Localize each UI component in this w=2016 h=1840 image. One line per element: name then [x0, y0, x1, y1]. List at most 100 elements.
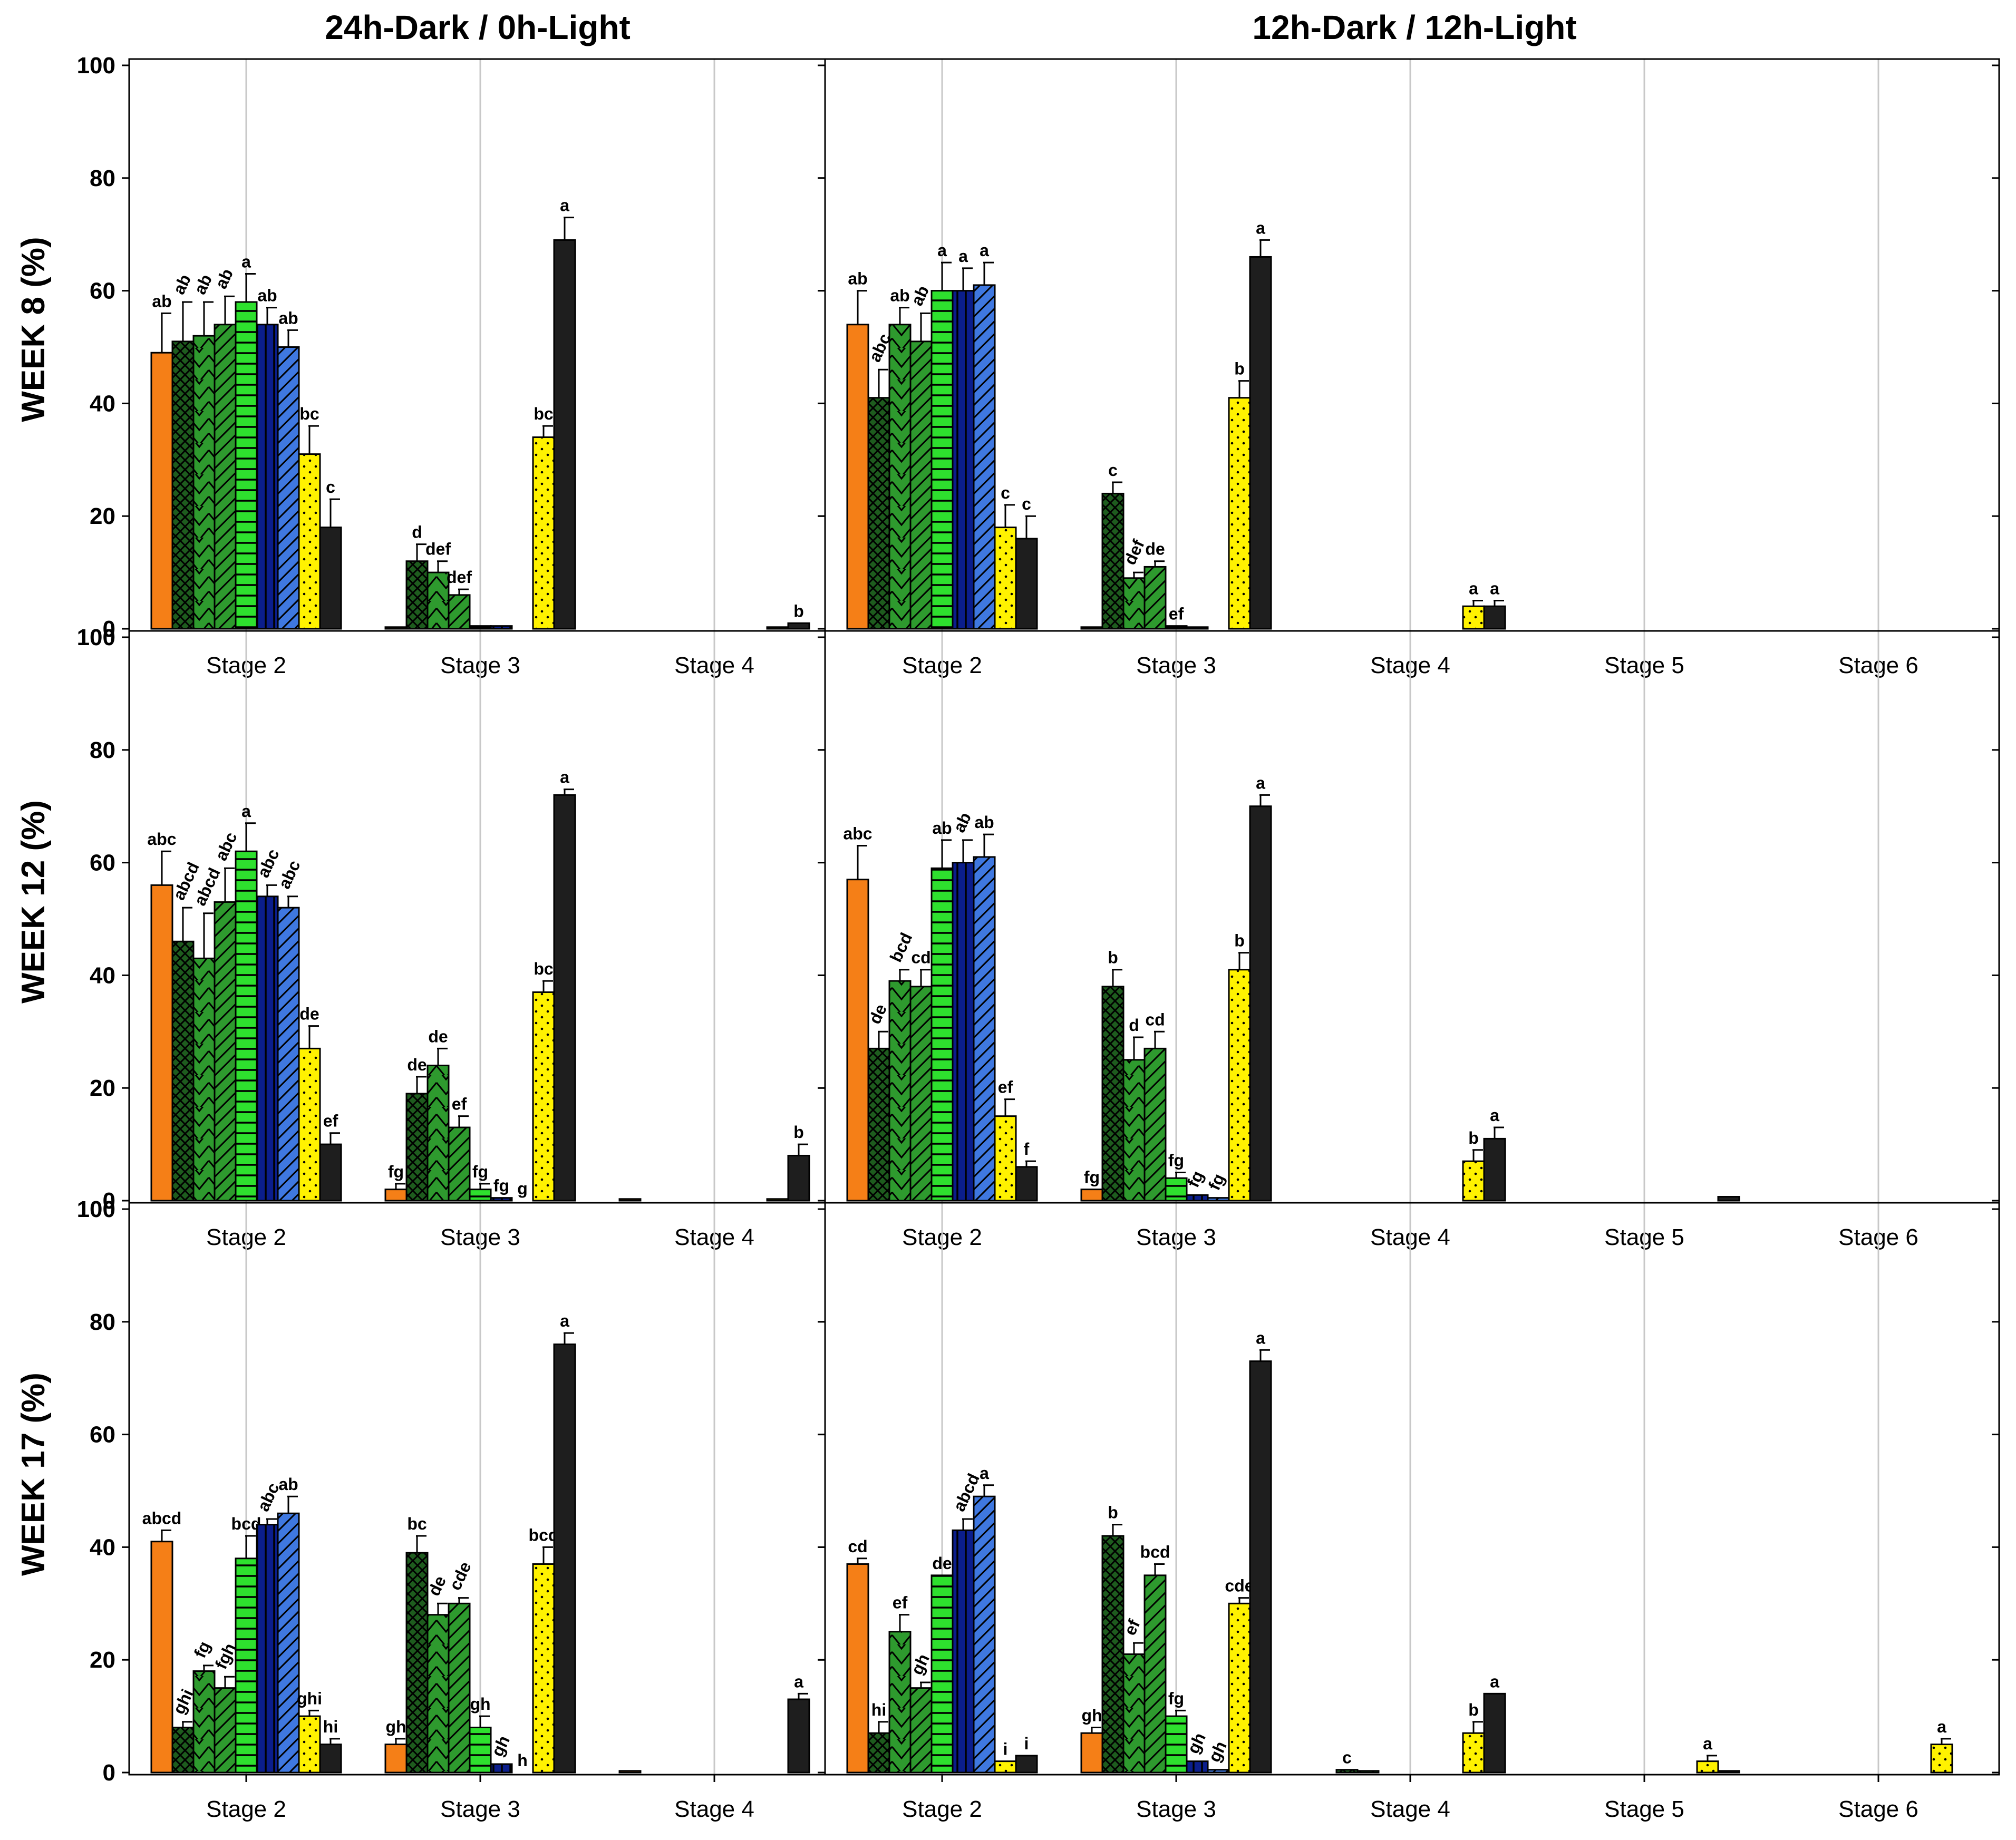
- bar-group: fg: [190, 1638, 216, 1774]
- bar-pattern: [995, 527, 1016, 629]
- significance-letter: h: [517, 1751, 528, 1770]
- significance-letter: bc: [534, 404, 553, 423]
- bar-pattern: [470, 626, 491, 629]
- significance-letter: b: [1108, 948, 1118, 967]
- significance-letter: abc: [147, 830, 176, 849]
- bar-pattern: [868, 397, 889, 629]
- y-tick-label: 20: [90, 1075, 115, 1101]
- y-tick-label: 100: [77, 53, 115, 79]
- significance-letter: a: [980, 1464, 989, 1483]
- bar-group: fg: [1080, 1168, 1103, 1202]
- bar-group: bcd: [231, 1514, 261, 1774]
- bar-group: a: [1930, 1717, 1953, 1774]
- significance-letter: bc: [407, 1514, 427, 1533]
- significance-letter: def: [447, 568, 472, 587]
- x-tick-label: Stage 4: [674, 1796, 754, 1822]
- bar-pattern: [1102, 986, 1123, 1201]
- bar-group: ab: [190, 271, 216, 630]
- bar-pattern: [953, 1530, 974, 1773]
- bar-pattern: [428, 572, 449, 629]
- x-tick-label: Stage 3: [440, 1796, 520, 1822]
- bar-group: c: [319, 478, 342, 630]
- significance-letter: gh: [1081, 1706, 1102, 1725]
- bar: [1249, 256, 1272, 630]
- bar: [1483, 1137, 1506, 1202]
- significance-letter: a: [560, 196, 569, 215]
- bar-group: [618, 1198, 642, 1202]
- bar-group: [490, 625, 513, 630]
- significance-letter: fg: [1168, 1151, 1184, 1170]
- y-tick-label: 60: [90, 850, 115, 876]
- col-title-12h-dark: 12h-Dark / 12h-Light: [1252, 8, 1576, 46]
- bar-pattern: [257, 896, 278, 1201]
- bar-group: ab: [277, 1475, 300, 1774]
- bar-group: cd: [1143, 1010, 1167, 1202]
- bar-group: de: [405, 1055, 429, 1202]
- bar-group: fg: [1165, 1689, 1188, 1774]
- bar-group: ghi: [297, 1689, 322, 1774]
- significance-letter: c: [326, 478, 335, 496]
- bar-group: gh: [1080, 1706, 1103, 1774]
- significance-letter: fg: [1205, 1171, 1228, 1193]
- significance-letter: gh: [385, 1717, 406, 1736]
- bar-pattern: [491, 1198, 512, 1201]
- bar-pattern: [1123, 578, 1145, 629]
- bar-pattern: [278, 1513, 299, 1773]
- bar: [846, 324, 869, 630]
- bar-group: gh: [469, 1695, 492, 1774]
- significance-letter: b: [1108, 1503, 1118, 1522]
- bar-pattern: [953, 862, 974, 1201]
- bar-pattern: [1102, 493, 1123, 629]
- significance-letter: fg: [1084, 1168, 1100, 1187]
- significance-letter: abc: [843, 824, 872, 843]
- bar-group: c: [994, 483, 1017, 630]
- row-label-week-17: WEEK 17 (%): [15, 1372, 52, 1576]
- y-tick-label: 60: [90, 278, 115, 304]
- bar-group: bc: [298, 404, 321, 630]
- significance-letter: a: [1937, 1717, 1946, 1736]
- bar-pattern: [257, 1524, 278, 1773]
- bar-group: de: [427, 1027, 450, 1202]
- bar-pattern: [932, 290, 953, 629]
- significance-letter: ef: [1169, 605, 1184, 624]
- significance-letter: i: [1003, 1740, 1008, 1759]
- bar-pattern: [428, 1065, 449, 1201]
- significance-letter: b: [1468, 1700, 1479, 1719]
- bar-group: fg: [1184, 1168, 1209, 1202]
- bar-group: ab: [150, 291, 173, 630]
- significance-letter: a: [1490, 1106, 1499, 1125]
- y-tick-label: 20: [90, 503, 115, 529]
- significance-letter: a: [560, 768, 569, 787]
- bar: [384, 626, 408, 630]
- significance-letter: bc: [299, 404, 319, 423]
- significance-letter: hi: [323, 1717, 338, 1736]
- significance-letter: c: [1342, 1748, 1352, 1767]
- bar-group: fgh: [211, 1640, 239, 1774]
- significance-letter: c: [1001, 483, 1010, 502]
- significance-letter: de: [1145, 540, 1165, 559]
- row-label-week-8: WEEK 8 (%): [15, 237, 52, 422]
- significance-letter: fg: [1168, 1689, 1184, 1708]
- significance-letter: d: [412, 523, 422, 542]
- bar-pattern: [193, 336, 215, 629]
- bar-pattern: [1166, 1716, 1187, 1773]
- significance-letter: a: [937, 241, 947, 260]
- bar-pattern: [1229, 397, 1250, 629]
- bar-pattern: [974, 285, 995, 629]
- bar-group: a: [1462, 579, 1485, 630]
- significance-letter: hi: [871, 1700, 886, 1719]
- panel-4: Stage 2 Stage 3 Stage 4 Stage 5 Stage 6abcde…: [818, 630, 2000, 1250]
- bar-group: de: [298, 1005, 321, 1202]
- significance-letter: bc: [534, 959, 553, 978]
- significance-letter: b: [1234, 931, 1245, 950]
- bar-pattern: [1123, 1059, 1145, 1201]
- bar-group: ab: [931, 819, 954, 1202]
- bar: [384, 1189, 408, 1202]
- bar: [1717, 1196, 1740, 1202]
- significance-letter: fg: [388, 1162, 404, 1181]
- bar-group: a: [235, 252, 258, 630]
- bar-pattern: [1358, 1770, 1379, 1773]
- bar: [1483, 1692, 1506, 1774]
- y-tick-label: 20: [90, 1647, 115, 1673]
